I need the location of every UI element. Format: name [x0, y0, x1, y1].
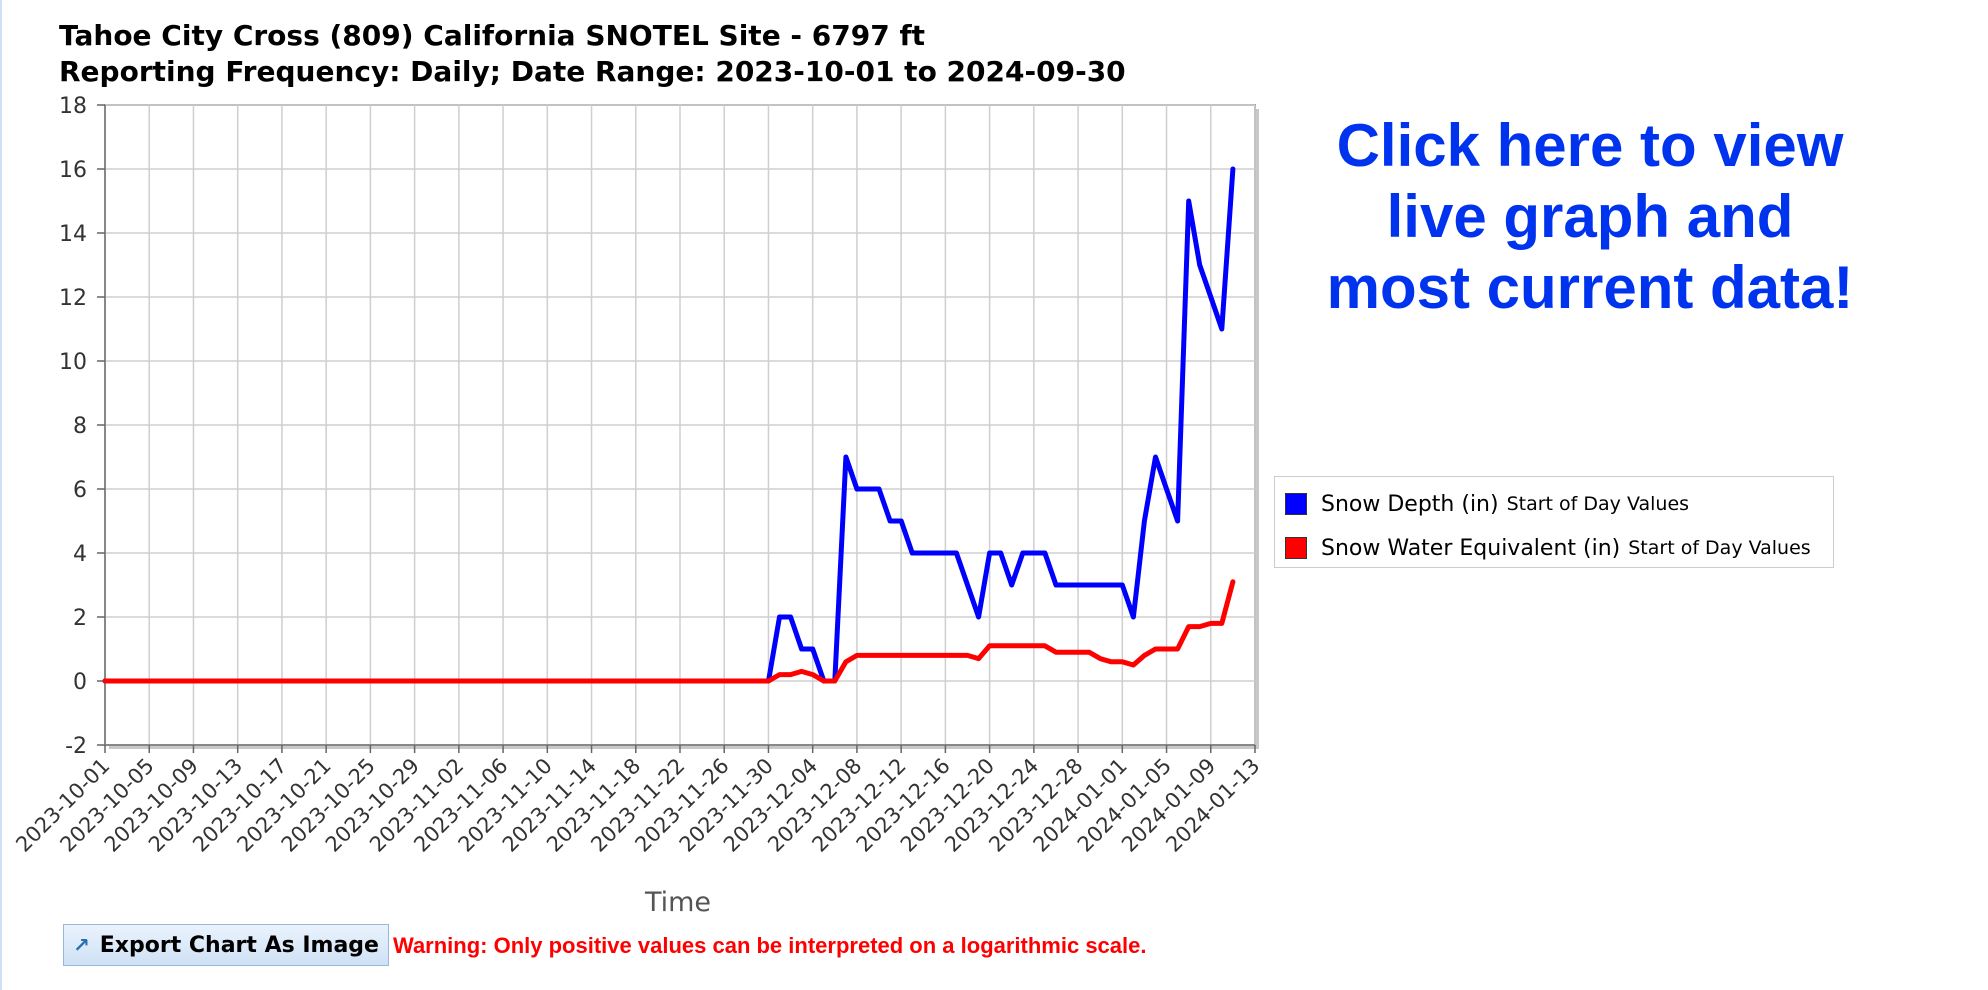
legend-swatch-snow-depth	[1285, 493, 1307, 515]
y-tick-label: 18	[59, 94, 87, 119]
live-link-line-1: Click here to view	[1336, 112, 1844, 179]
y-tick-label: -2	[65, 734, 87, 759]
legend-label-snow-depth: Snow Depth (in)	[1321, 491, 1499, 517]
chart-title-line-1: Tahoe City Cross (809) California SNOTEL…	[59, 19, 926, 52]
series-line-snow-depth	[102, 166, 1236, 684]
y-axis-ticks: -2 0 2 4 6 8 10 12 14 16 18	[59, 94, 105, 759]
series-line-swe	[102, 579, 1236, 684]
live-link-line-2: live graph and	[1386, 183, 1794, 250]
x-axis-title: Time	[644, 887, 711, 918]
chart-grid	[104, 104, 1256, 746]
y-tick-label: 14	[59, 222, 87, 247]
chart-title: Tahoe City Cross (809) California SNOTEL…	[59, 18, 1126, 90]
chart-legend: Snow Depth (in) Start of Day Values Snow…	[1274, 476, 1834, 568]
y-tick-label: 0	[73, 670, 87, 695]
legend-swatch-swe	[1285, 537, 1307, 559]
chart-title-line-2: Reporting Frequency: Daily; Date Range: …	[59, 55, 1126, 88]
live-graph-link[interactable]: Click here to view live graph and most c…	[1300, 110, 1880, 323]
legend-sublabel-snow-depth: Start of Day Values	[1506, 493, 1690, 515]
legend-item-swe[interactable]: Snow Water Equivalent (in) Start of Day …	[1285, 531, 1811, 565]
y-tick-label: 2	[73, 606, 87, 631]
external-link-icon: ↗	[73, 933, 90, 957]
export-chart-button[interactable]: ↗ Export Chart As Image	[63, 924, 389, 966]
legend-label-swe: Snow Water Equivalent (in)	[1321, 535, 1621, 561]
live-link-line-3: most current data!	[1326, 254, 1854, 321]
export-chart-label: Export Chart As Image	[99, 932, 379, 958]
y-tick-label: 10	[59, 350, 87, 375]
y-tick-label: 4	[73, 542, 87, 567]
chart-series	[102, 166, 1236, 684]
log-scale-warning: Warning: Only positive values can be int…	[393, 933, 1147, 958]
y-tick-label: 6	[73, 478, 87, 503]
x-axis-ticks: 2023-10-012023-10-052023-10-092023-10-13…	[11, 745, 1265, 857]
y-tick-label: 8	[73, 414, 87, 439]
y-tick-label: 12	[59, 286, 87, 311]
legend-item-snow-depth[interactable]: Snow Depth (in) Start of Day Values	[1285, 487, 1689, 521]
legend-sublabel-swe: Start of Day Values	[1628, 537, 1811, 559]
y-tick-label: 16	[59, 158, 87, 183]
page-left-border	[0, 0, 2, 990]
